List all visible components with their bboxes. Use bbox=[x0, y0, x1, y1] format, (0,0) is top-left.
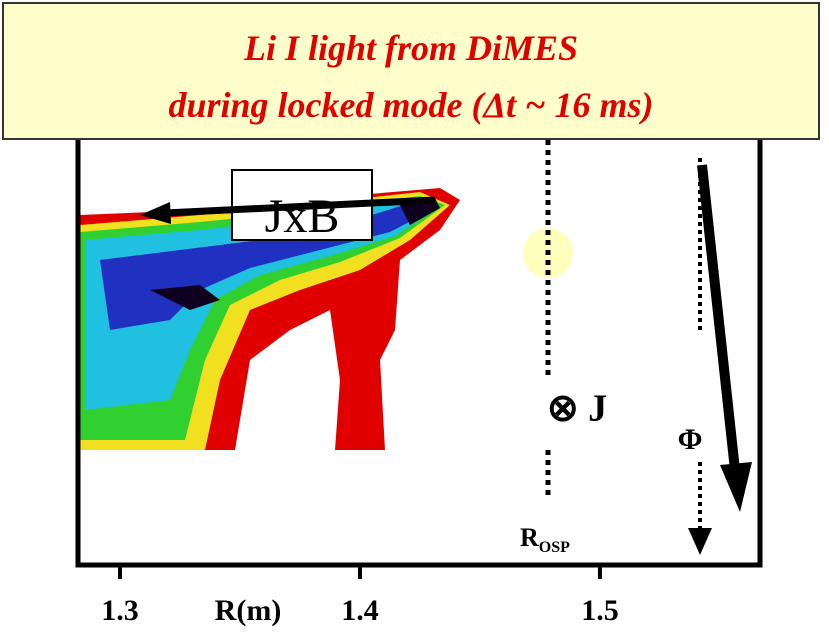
x-tick-label: 1.4 bbox=[341, 594, 379, 627]
chart: Li I light from DiMES during locked mode… bbox=[0, 0, 829, 636]
force-label: JxB bbox=[265, 190, 340, 243]
x-tick-label: 1.5 bbox=[581, 594, 619, 627]
current-label: ⊗ J bbox=[547, 388, 607, 430]
osp-main: R bbox=[520, 523, 539, 552]
chart-title: Li I light from DiMES bbox=[243, 28, 578, 68]
x-tick-label: 1.3 bbox=[101, 594, 139, 627]
chart-title: during locked mode (Δt ~ 16 ms) bbox=[168, 85, 653, 125]
page: Li I light from DiMES during locked mode… bbox=[0, 0, 829, 636]
toroidal-label: Φ bbox=[678, 423, 703, 456]
arrow-head bbox=[720, 462, 752, 512]
osp-sub: OSP bbox=[539, 539, 570, 556]
x-axis-label: R(m) bbox=[215, 594, 282, 627]
arrow-head bbox=[688, 528, 712, 555]
